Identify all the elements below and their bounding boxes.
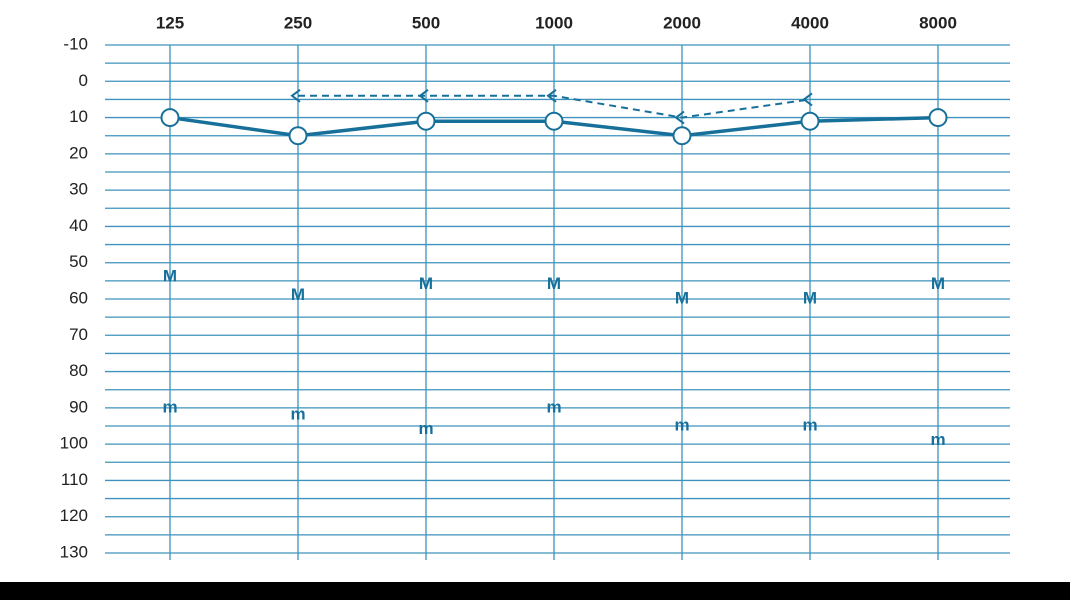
y-tick-label: 100 bbox=[60, 434, 88, 453]
letter-marker: M bbox=[163, 267, 177, 286]
letter-marker: m bbox=[546, 397, 561, 416]
y-tick-label: 50 bbox=[69, 252, 88, 271]
background bbox=[0, 0, 1070, 582]
letter-marker: M bbox=[675, 288, 689, 307]
y-tick-label: 80 bbox=[69, 361, 88, 380]
circle-marker bbox=[928, 108, 948, 128]
y-tick-label: -10 bbox=[63, 34, 88, 53]
bracket-marker bbox=[674, 110, 685, 125]
letter-marker: m bbox=[290, 405, 305, 424]
bracket-marker bbox=[290, 89, 301, 103]
letter-marker: m bbox=[418, 419, 433, 438]
bracket-marker bbox=[546, 89, 557, 103]
x-tick-label: 250 bbox=[284, 13, 312, 32]
circle-marker bbox=[160, 108, 180, 128]
letter-marker: M bbox=[419, 274, 433, 293]
y-tick-label: 40 bbox=[69, 216, 88, 235]
circle-marker bbox=[800, 111, 820, 131]
letter-marker: M bbox=[291, 285, 305, 304]
y-tick-label: 30 bbox=[69, 180, 88, 199]
y-tick-label: 110 bbox=[61, 470, 88, 489]
y-tick-label: 0 bbox=[79, 71, 88, 90]
letter-marker: m bbox=[802, 415, 817, 434]
y-tick-label: 130 bbox=[60, 542, 88, 561]
x-tick-label: 1000 bbox=[535, 13, 573, 32]
y-tick-label: 120 bbox=[60, 506, 88, 525]
x-tick-label: 2000 bbox=[663, 13, 701, 32]
y-tick-label: 10 bbox=[69, 107, 88, 126]
x-tick-label: 125 bbox=[156, 13, 184, 32]
letter-marker: M bbox=[547, 274, 561, 293]
bracket-marker bbox=[418, 89, 429, 103]
bracket-marker bbox=[802, 92, 813, 107]
circle-marker bbox=[416, 111, 436, 131]
series-line bbox=[298, 94, 811, 119]
circle-marker bbox=[544, 111, 564, 131]
letter-marker: m bbox=[930, 430, 945, 449]
circle-marker bbox=[672, 126, 692, 146]
letter-marker: m bbox=[674, 415, 689, 434]
circle-marker bbox=[288, 126, 308, 146]
letter-marker: M bbox=[803, 288, 817, 307]
y-tick-label: 70 bbox=[69, 325, 88, 344]
letter-marker: m bbox=[162, 397, 177, 416]
y-tick-label: 60 bbox=[69, 288, 88, 307]
x-tick-label: 4000 bbox=[791, 13, 829, 32]
letter-marker: M bbox=[931, 274, 945, 293]
x-tick-label: 8000 bbox=[919, 13, 957, 32]
x-tick-label: 500 bbox=[412, 13, 440, 32]
y-tick-label: 20 bbox=[69, 143, 88, 162]
y-tick-label: 90 bbox=[69, 397, 88, 416]
bottom-band bbox=[0, 582, 1070, 600]
